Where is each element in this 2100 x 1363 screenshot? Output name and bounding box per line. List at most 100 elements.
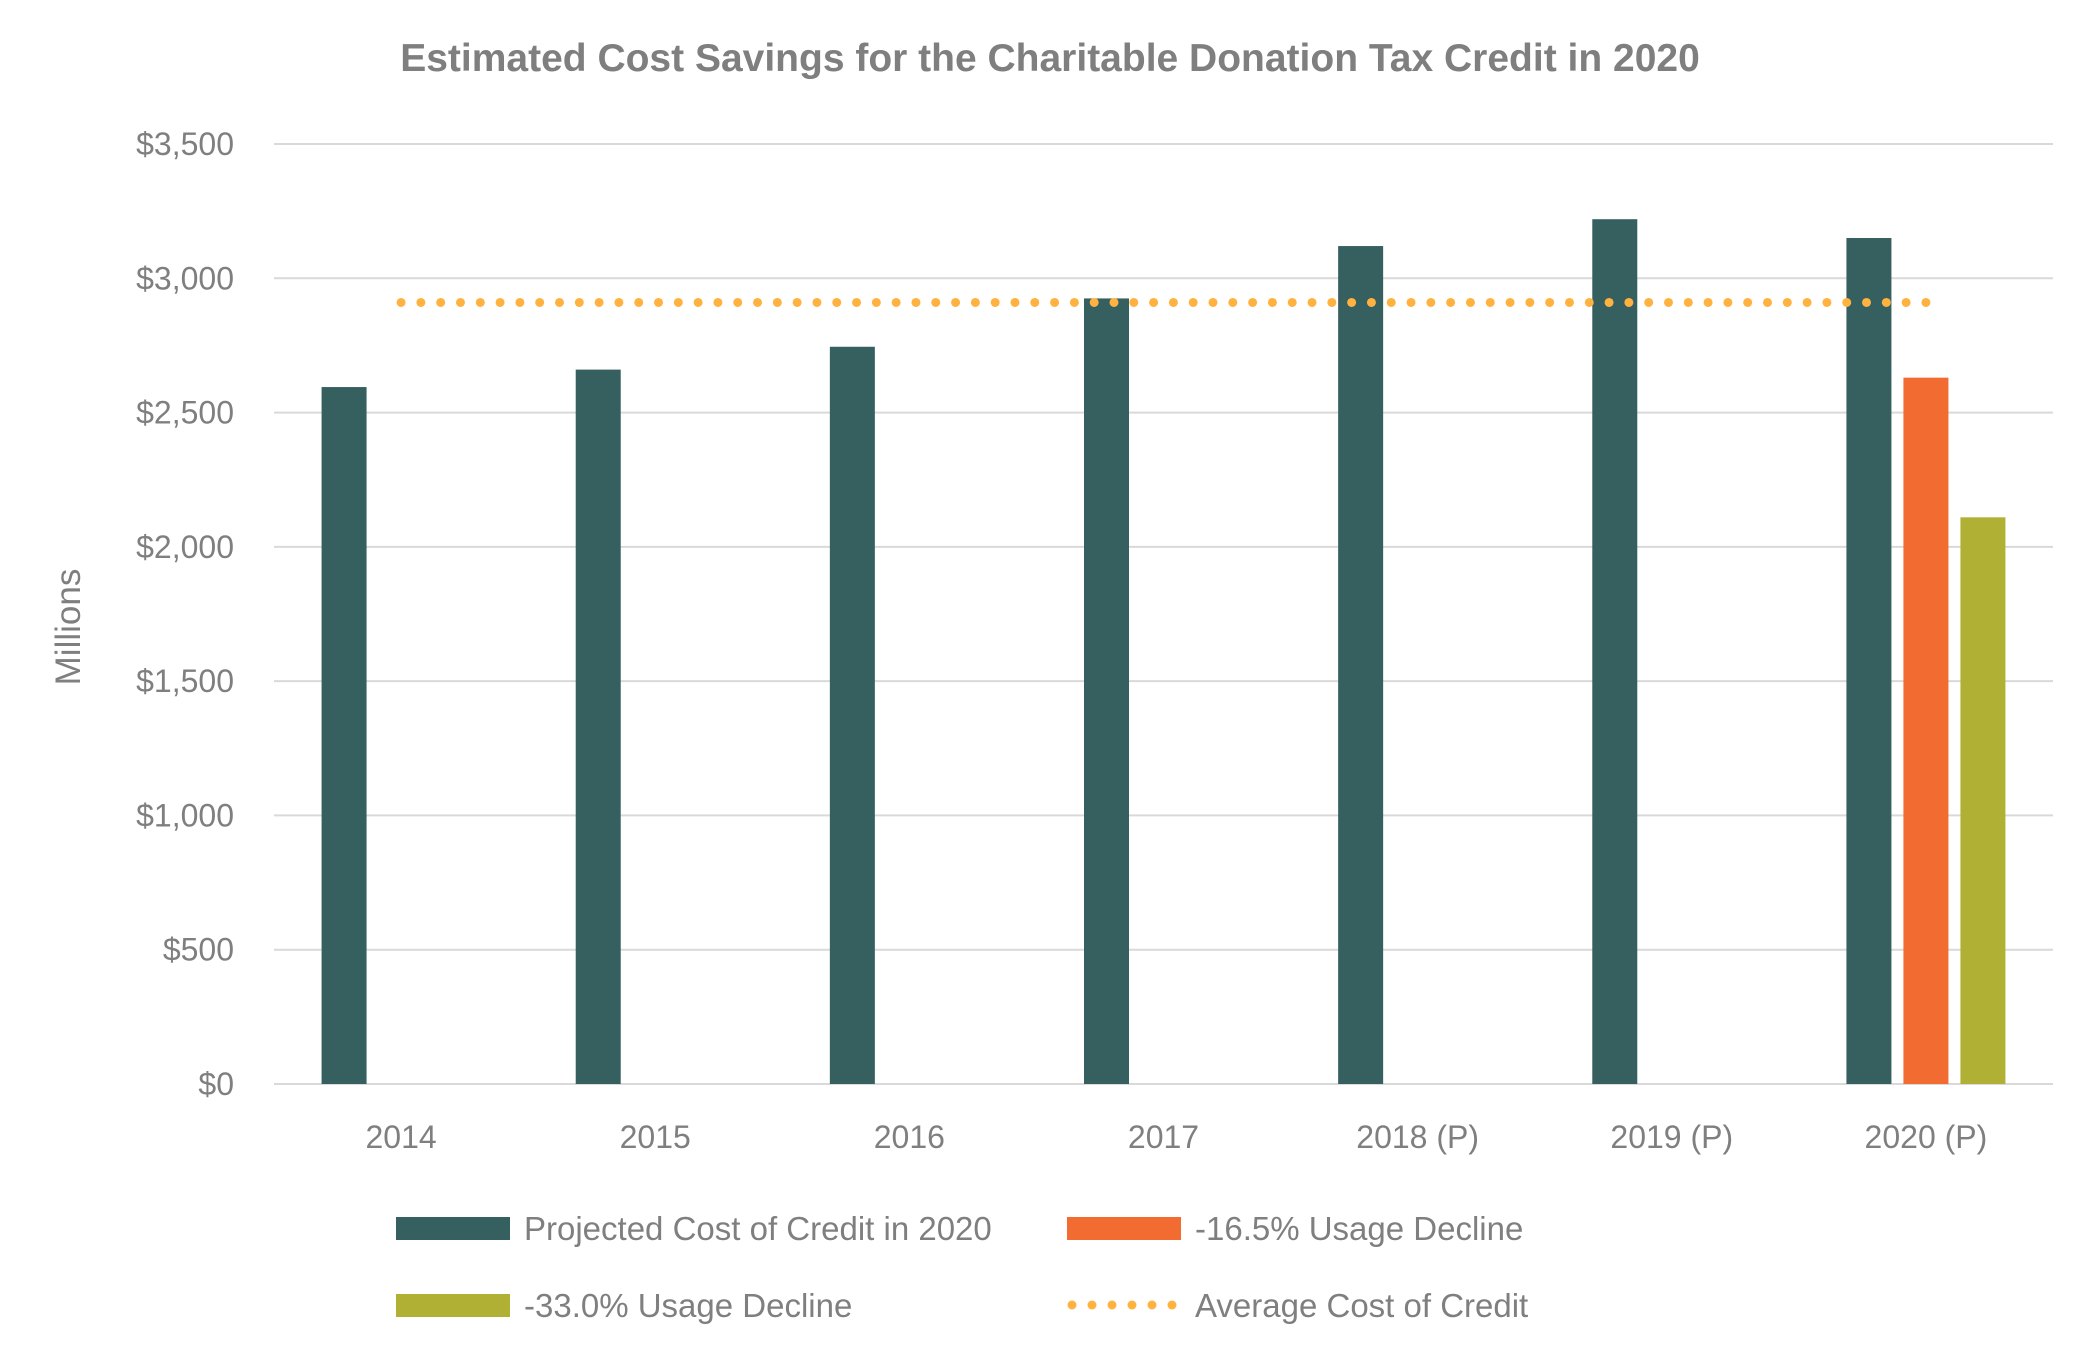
average-line-dot bbox=[733, 297, 743, 307]
y-tick-label: $3,500 bbox=[136, 126, 234, 162]
bar-2020-P-series-0 bbox=[1846, 238, 1892, 1084]
average-line-dot bbox=[1782, 297, 1792, 307]
y-tick-label: $0 bbox=[198, 1066, 234, 1102]
average-line-dot bbox=[1287, 297, 1297, 307]
average-line-dot bbox=[1564, 297, 1574, 307]
average-line-dot bbox=[1802, 297, 1812, 307]
average-line-dot bbox=[832, 297, 842, 307]
average-line-dot bbox=[554, 297, 564, 307]
average-line-dot bbox=[812, 297, 822, 307]
average-line-dot bbox=[1743, 297, 1753, 307]
average-line-dot bbox=[436, 297, 446, 307]
average-line-dot bbox=[1525, 297, 1535, 307]
legend-item: Average Cost of Credit bbox=[1067, 1287, 1528, 1324]
y-tick-label: $2,000 bbox=[136, 529, 234, 565]
y-tick-label: $2,500 bbox=[136, 395, 234, 431]
average-line-dot bbox=[574, 297, 584, 307]
average-line-dot bbox=[1683, 297, 1693, 307]
average-line-dot bbox=[1307, 297, 1317, 307]
average-line bbox=[396, 297, 1931, 307]
legend-label: -16.5% Usage Decline bbox=[1195, 1210, 1523, 1247]
x-tick-label: 2018 (P) bbox=[1356, 1119, 1479, 1155]
bar-2018-P-series-0 bbox=[1338, 246, 1384, 1085]
bar-2016-series-0 bbox=[829, 346, 875, 1084]
average-line-dot bbox=[673, 297, 683, 307]
legend-item: -33.0% Usage Decline bbox=[396, 1287, 852, 1324]
legend-dot bbox=[1127, 1300, 1137, 1310]
legend-item: -16.5% Usage Decline bbox=[1067, 1210, 1523, 1247]
legend-swatch bbox=[396, 1294, 510, 1317]
x-tick-label: 2017 bbox=[1128, 1119, 1199, 1155]
bar-2017-series-0 bbox=[1084, 298, 1129, 1084]
legend-swatch bbox=[1067, 1217, 1181, 1240]
average-line-dot bbox=[1228, 297, 1238, 307]
legend-swatch bbox=[396, 1217, 510, 1240]
average-line-dot bbox=[772, 297, 782, 307]
average-line-dot bbox=[535, 297, 545, 307]
legend-item: Projected Cost of Credit in 2020 bbox=[396, 1210, 992, 1247]
average-line-dot bbox=[1881, 297, 1891, 307]
average-line-dot bbox=[1446, 297, 1456, 307]
average-line-dot bbox=[1327, 297, 1337, 307]
average-line-dot bbox=[1366, 297, 1376, 307]
average-line-dot bbox=[614, 297, 624, 307]
average-line-dot bbox=[1129, 297, 1139, 307]
bar-2019-P-series-0 bbox=[1592, 219, 1638, 1084]
y-tick-label: $1,000 bbox=[136, 797, 234, 833]
y-tick-label: $3,000 bbox=[136, 260, 234, 296]
average-line-dot bbox=[396, 297, 406, 307]
average-line-dot bbox=[1663, 297, 1673, 307]
legend-label: Average Cost of Credit bbox=[1195, 1287, 1528, 1324]
bar-2015-series-0 bbox=[575, 369, 621, 1085]
x-tick-label: 2020 (P) bbox=[1865, 1119, 1988, 1155]
average-line-dot bbox=[455, 297, 465, 307]
legend-dot bbox=[1147, 1300, 1157, 1310]
average-line-dot bbox=[1089, 297, 1099, 307]
y-tick-labels: $0 $500 $1,000 $1,500 $2,000 $2,500 $3,000 $3,5… bbox=[136, 126, 234, 1102]
legend-label: -33.0% Usage Decline bbox=[524, 1287, 852, 1324]
average-line-dot bbox=[1842, 297, 1852, 307]
average-line-dot bbox=[1267, 297, 1277, 307]
average-line-dot bbox=[693, 297, 703, 307]
average-line-dot bbox=[931, 297, 941, 307]
average-line-dot bbox=[654, 297, 664, 307]
average-line-dot bbox=[495, 297, 505, 307]
average-line-dot bbox=[1030, 297, 1040, 307]
average-line-dot bbox=[1584, 297, 1594, 307]
average-line-dot bbox=[891, 297, 901, 307]
average-line-dot bbox=[990, 297, 1000, 307]
legend-dot bbox=[1087, 1300, 1097, 1310]
average-line-dot bbox=[911, 297, 921, 307]
legend-dot bbox=[1167, 1300, 1177, 1310]
average-line-dot bbox=[951, 297, 961, 307]
average-line-dot bbox=[1465, 297, 1475, 307]
average-line-dot bbox=[1624, 297, 1634, 307]
bar-2014-series-0 bbox=[321, 387, 367, 1084]
x-tick-label: 2014 bbox=[365, 1119, 436, 1155]
average-line-dot bbox=[1069, 297, 1079, 307]
average-line-dot bbox=[1208, 297, 1218, 307]
average-line-dot bbox=[1505, 297, 1515, 307]
average-line-dot bbox=[753, 297, 763, 307]
y-tick-label: $1,500 bbox=[136, 663, 234, 699]
chart-title: Estimated Cost Savings for the Charitabl… bbox=[400, 37, 1700, 80]
average-line-dot bbox=[1604, 297, 1614, 307]
legend-dot bbox=[1107, 1300, 1117, 1310]
average-line-dot bbox=[1050, 297, 1060, 307]
average-line-dot bbox=[1248, 297, 1258, 307]
bar-2020-P-series-1 bbox=[1903, 377, 1949, 1085]
average-line-dot bbox=[1149, 297, 1159, 307]
average-line-dot bbox=[1921, 297, 1931, 307]
x-tick-label: 2016 bbox=[874, 1119, 945, 1155]
average-line-dot bbox=[1406, 297, 1416, 307]
average-line-dot bbox=[515, 297, 525, 307]
average-line-dot bbox=[792, 297, 802, 307]
average-line-dot bbox=[1644, 297, 1654, 307]
y-tick-label: $500 bbox=[163, 932, 234, 968]
average-line-dot bbox=[634, 297, 644, 307]
average-line-dot bbox=[1188, 297, 1198, 307]
bar-2020-P-series-2 bbox=[1960, 517, 2006, 1084]
gridlines bbox=[274, 143, 2053, 1085]
average-line-dot bbox=[1862, 297, 1872, 307]
